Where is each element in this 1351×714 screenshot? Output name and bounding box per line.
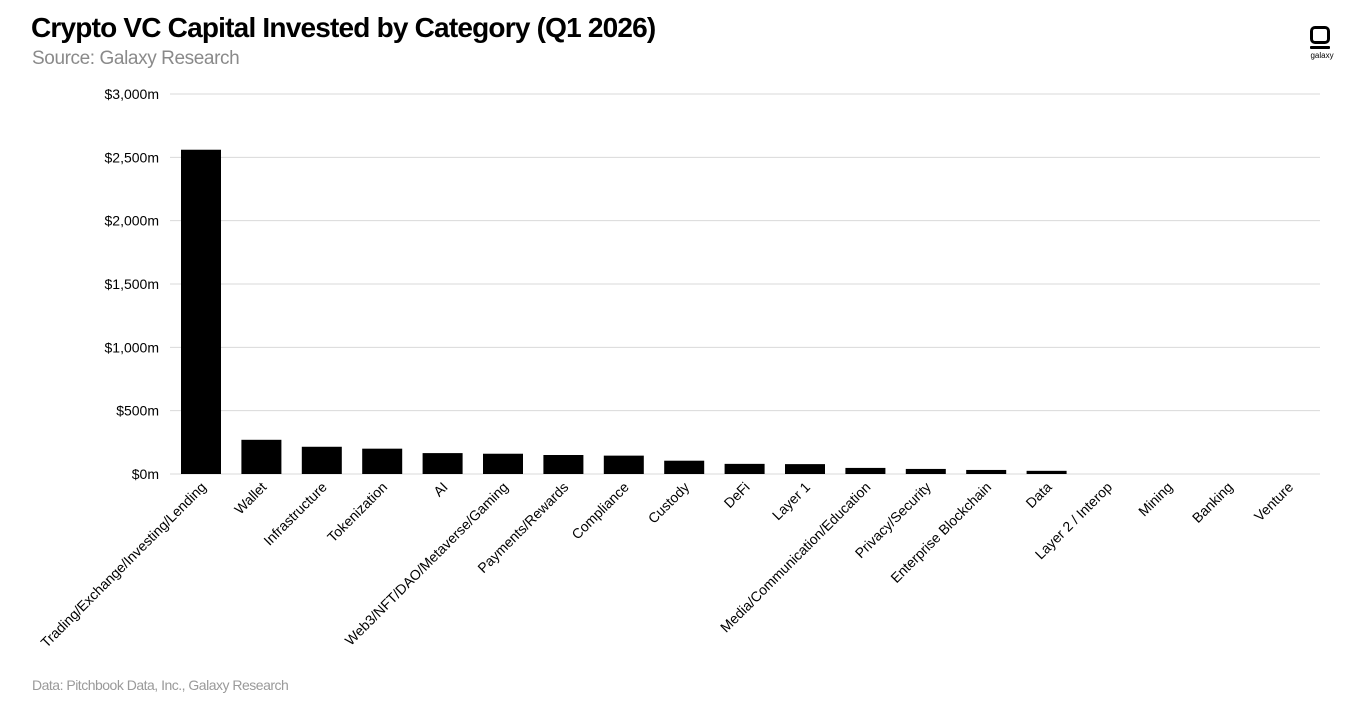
x-tick-label: Wallet xyxy=(231,479,270,518)
bar xyxy=(483,453,523,474)
galaxy-logo-icon xyxy=(1310,26,1330,44)
y-tick-label: $500m xyxy=(116,403,159,419)
bar xyxy=(603,455,644,474)
bar xyxy=(724,463,765,474)
bar xyxy=(181,149,221,474)
x-tick-label: Mining xyxy=(1135,479,1175,519)
bar xyxy=(905,468,946,474)
y-tick-label: $2,500m xyxy=(105,149,159,165)
x-tick-label: Venture xyxy=(1251,479,1297,525)
bar xyxy=(241,439,282,474)
x-tick-label: Layer 1 xyxy=(769,479,813,523)
galaxy-logo-text: galaxy xyxy=(1310,51,1334,60)
galaxy-logo: galaxy xyxy=(1304,24,1340,66)
chart-subtitle: Source: Galaxy Research xyxy=(32,48,240,69)
y-tick-label: $2,000m xyxy=(105,213,159,229)
data-source-note: Data: Pitchbook Data, Inc., Galaxy Resea… xyxy=(32,677,289,693)
bar xyxy=(664,460,705,474)
y-tick-label: $0m xyxy=(132,466,159,482)
y-tick-label: $1,000m xyxy=(105,339,159,355)
x-tick-label: Custody xyxy=(645,479,693,527)
x-tick-label: DeFi xyxy=(721,479,753,511)
galaxy-logo-bar xyxy=(1310,46,1330,49)
bar xyxy=(845,467,886,474)
bar xyxy=(785,464,825,474)
x-tick-label: Enterprise Blockchain xyxy=(887,479,994,586)
bar xyxy=(1026,470,1067,474)
x-tick-label: Banking xyxy=(1189,479,1236,526)
x-tick-label: Data xyxy=(1022,479,1054,511)
bar xyxy=(301,446,342,474)
y-tick-label: $1,500m xyxy=(105,276,159,292)
bar xyxy=(543,455,584,474)
x-tick-label: Tokenization xyxy=(324,479,390,545)
bar xyxy=(966,469,1007,474)
x-tick-label: AI xyxy=(430,479,451,500)
x-tick-label: Trading/Exchange/Investing/Lending xyxy=(37,479,209,651)
bar xyxy=(362,448,403,474)
bar xyxy=(422,453,463,474)
chart-title: Crypto VC Capital Invested by Category (… xyxy=(31,12,656,43)
x-tick-label: Infrastructure xyxy=(260,479,330,549)
x-tick-label: Compliance xyxy=(568,479,632,543)
y-tick-label: $3,000m xyxy=(105,86,159,102)
